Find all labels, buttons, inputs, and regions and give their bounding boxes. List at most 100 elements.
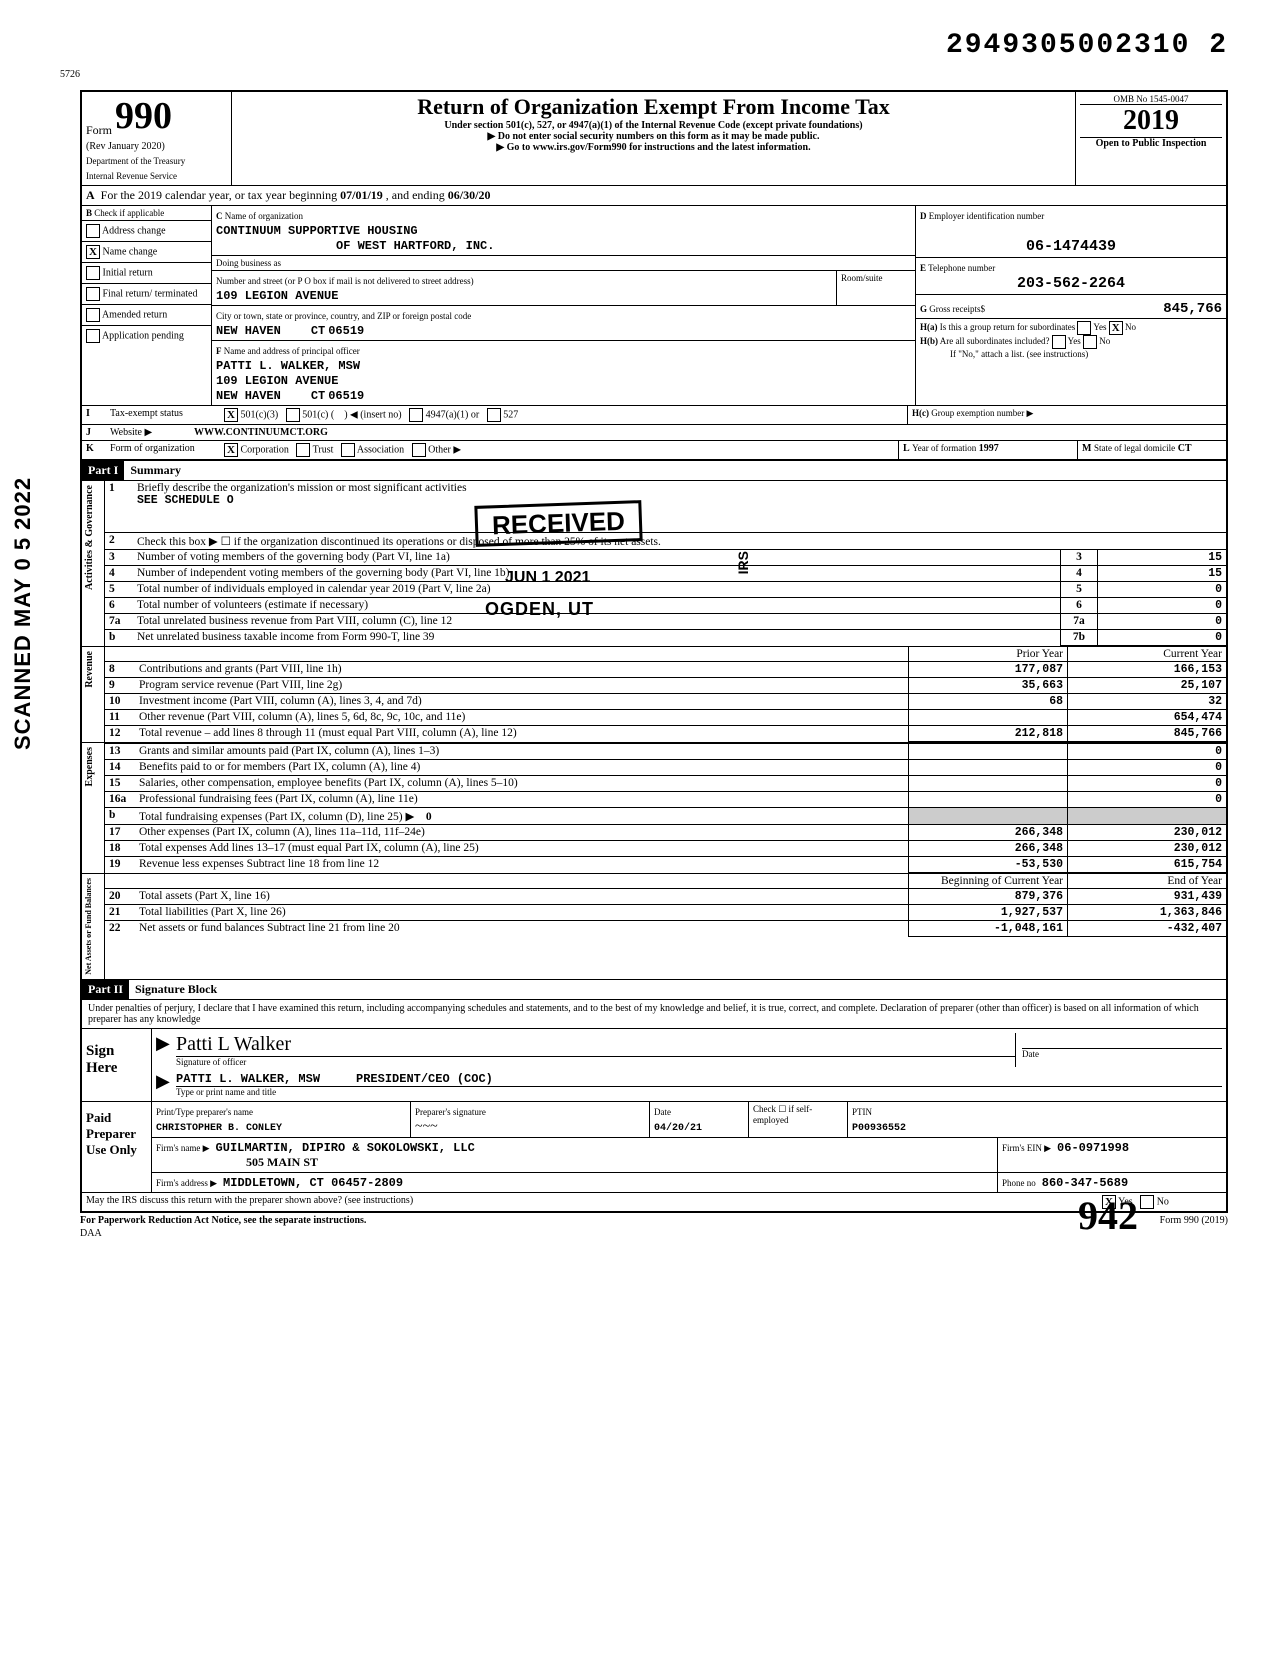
form-footer: For Paperwork Reduction Act Notice, see …	[80, 1213, 1228, 1228]
val5: 0	[1098, 582, 1227, 598]
table-row: 11Other revenue (Part VIII, column (A), …	[105, 710, 1226, 726]
prep-sig-label: Preparer's signature	[415, 1107, 486, 1117]
year-formation: 1997	[979, 443, 999, 454]
open-public: Open to Public Inspection	[1080, 137, 1222, 149]
hc-label: Group exemption number	[931, 408, 1024, 418]
firm-ein-label: Firm's EIN ▶	[1002, 1143, 1051, 1153]
d-label: Employer identification number	[929, 211, 1044, 221]
line-a: A For the 2019 calendar year, or tax yea…	[82, 186, 1226, 206]
dba-label: Doing business as	[212, 256, 915, 271]
b-checkbox[interactable]	[86, 266, 100, 280]
b-checkbox[interactable]	[86, 224, 100, 238]
other-checkbox[interactable]	[412, 443, 426, 457]
expenses-block: Expenses 13Grants and similar amounts pa…	[82, 742, 1226, 873]
line-i: I Tax-exempt status 501(c)(3) 501(c) ( )…	[82, 406, 1226, 425]
self-employed: Check ☐ if self-employed	[749, 1102, 848, 1137]
ha-no-checkbox[interactable]	[1109, 321, 1123, 335]
form-rev: (Rev January 2020)	[86, 141, 165, 152]
netassets-block: Net Assets or Fund Balances Beginning of…	[82, 873, 1226, 979]
j-label: Website	[110, 427, 142, 438]
table-row: 8Contributions and grants (Part VIII, li…	[105, 662, 1226, 678]
discuss-yes-checkbox[interactable]	[1102, 1195, 1116, 1209]
type-label: Type or print name and title	[176, 1086, 1222, 1097]
table-row: 20Total assets (Part X, line 16)879,3769…	[105, 889, 1226, 905]
line-k: K Form of organization Corporation Trust…	[82, 441, 1226, 460]
page: SCANNED MAY 0 5 2022 2949305002310 2 572…	[0, 0, 1288, 1269]
table-row: 15Salaries, other compensation, employee…	[105, 776, 1226, 792]
501c3-checkbox[interactable]	[224, 408, 238, 422]
b-item: Application pending	[82, 325, 211, 346]
governance-table: 1Briefly describe the organization's mis…	[105, 481, 1226, 646]
corp-checkbox[interactable]	[224, 443, 238, 457]
date-label: Date	[1022, 1048, 1222, 1059]
form-header: Form 990 (Rev January 2020) Department o…	[82, 92, 1226, 186]
hb-yes-checkbox[interactable]	[1052, 335, 1066, 349]
revenue-vlabel: Revenue	[82, 647, 97, 692]
table-row: 21Total liabilities (Part X, line 26)1,9…	[105, 905, 1226, 921]
revenue-block: Revenue Prior Year Current Year 8Contrib…	[82, 646, 1226, 742]
street-label: Number and street (or P O box if mail is…	[216, 276, 474, 286]
sign-here-block: Sign Here ▶ Patti L Walker Signature of …	[82, 1029, 1226, 1102]
city-label: City or town, state or province, country…	[216, 311, 471, 321]
org-state: CT	[311, 324, 325, 338]
officer-name: PATTI L. WALKER, MSW	[216, 359, 360, 373]
form-number: 990	[115, 94, 172, 138]
table-row: 9Program service revenue (Part VIII, lin…	[105, 678, 1226, 694]
k-label: Form of organization	[110, 441, 220, 459]
val6: 0	[1098, 598, 1227, 614]
ha-yes-checkbox[interactable]	[1077, 321, 1091, 335]
officer-city: NEW HAVEN	[216, 389, 281, 403]
line1-answer: SEE SCHEDULE O	[137, 494, 234, 507]
governance-block: Activities & Governance RECEIVED JUN 1 2…	[82, 481, 1226, 646]
form-ref: Form 990 (2019)	[1108, 1215, 1228, 1226]
part-ii-sub: Signature Block	[135, 982, 217, 996]
officer-title: PRESIDENT/CEO (COC)	[356, 1072, 493, 1086]
ha-label: Is this a group return for subordinates	[940, 322, 1075, 332]
tax-year-end: 06/30/20	[448, 188, 491, 202]
ptin-label: PTIN	[852, 1107, 872, 1117]
ein: 06-1474439	[920, 238, 1222, 255]
governance-vlabel: Activities & Governance	[82, 481, 97, 594]
sign-here-label: Sign Here	[82, 1029, 152, 1101]
prior-hdr: Prior Year	[909, 647, 1068, 662]
org-zip: 06519	[328, 324, 364, 338]
527-checkbox[interactable]	[487, 408, 501, 422]
org-city: NEW HAVEN	[216, 324, 281, 338]
val7b: 0	[1098, 630, 1227, 646]
b-checkbox[interactable]	[86, 329, 100, 343]
b-checkbox[interactable]	[86, 308, 100, 322]
prep-date: 04/20/21	[654, 1123, 702, 1134]
501c-checkbox[interactable]	[286, 408, 300, 422]
prep-name: CHRISTOPHER B. CONLEY	[156, 1123, 282, 1134]
f-label: Name and address of principal officer	[224, 346, 360, 356]
irs: Internal Revenue Service	[86, 171, 177, 181]
line4: Number of independent voting members of …	[133, 566, 1061, 582]
4947-checkbox[interactable]	[409, 408, 423, 422]
assoc-checkbox[interactable]	[341, 443, 355, 457]
discuss-no-checkbox[interactable]	[1140, 1195, 1154, 1209]
firm-addr-label: Firm's address ▶	[156, 1178, 217, 1188]
table-row: 22Net assets or fund balances Subtract l…	[105, 921, 1226, 937]
firm-city: MIDDLETOWN, CT 06457-2809	[223, 1176, 403, 1190]
officer-street: 109 LEGION AVENUE	[216, 374, 338, 388]
officer-typed-name: PATTI L. WALKER, MSW	[176, 1072, 320, 1086]
penalty-text: Under penalties of perjury, I declare th…	[82, 1000, 1226, 1029]
org-street: 109 LEGION AVENUE	[216, 289, 338, 303]
part-ii-title: Part II	[82, 980, 129, 999]
hb-no-checkbox[interactable]	[1083, 335, 1097, 349]
line7b: Net unrelated business taxable income fr…	[133, 630, 1061, 646]
val7a: 0	[1098, 614, 1227, 630]
b-item: Final return/ terminated	[82, 283, 211, 304]
firm-ein: 06-0971998	[1057, 1141, 1129, 1155]
line6: Total number of volunteers (estimate if …	[133, 598, 1061, 614]
b-checkbox[interactable]	[86, 245, 100, 259]
trust-checkbox[interactable]	[296, 443, 310, 457]
officer-zip: 06519	[328, 389, 364, 403]
b-checkbox[interactable]	[86, 287, 100, 301]
val4: 15	[1098, 566, 1227, 582]
net-prior-hdr: Beginning of Current Year	[909, 874, 1068, 889]
table-row: 17Other expenses (Part IX, column (A), l…	[105, 825, 1226, 841]
preparer-signature: ~~~	[415, 1119, 438, 1134]
ssn-note: Do not enter social security numbers on …	[236, 131, 1071, 142]
org-name: CONTINUUM SUPPORTIVE HOUSING	[216, 224, 418, 238]
